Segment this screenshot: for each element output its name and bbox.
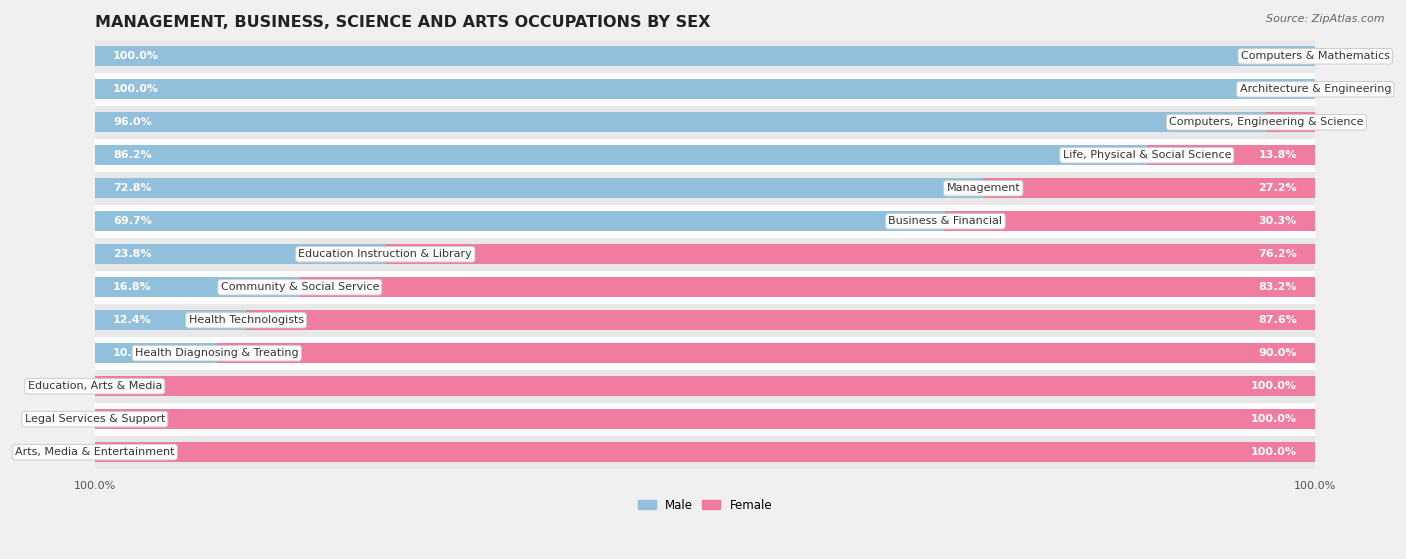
Bar: [94, 40, 1315, 73]
Text: 27.2%: 27.2%: [1258, 183, 1296, 193]
Bar: [94, 112, 1267, 132]
Bar: [945, 211, 1315, 231]
Text: 76.2%: 76.2%: [1258, 249, 1296, 259]
Text: 30.3%: 30.3%: [1258, 216, 1296, 226]
Text: Health Diagnosing & Treating: Health Diagnosing & Treating: [135, 348, 298, 358]
Text: Computers & Mathematics: Computers & Mathematics: [1241, 51, 1389, 61]
Text: 100.0%: 100.0%: [1251, 381, 1296, 391]
Bar: [94, 106, 1315, 139]
Bar: [94, 343, 217, 363]
Bar: [94, 409, 1315, 429]
Legend: Male, Female: Male, Female: [633, 494, 778, 517]
Text: Source: ZipAtlas.com: Source: ZipAtlas.com: [1267, 14, 1385, 24]
Bar: [94, 211, 945, 231]
Text: Health Technologists: Health Technologists: [188, 315, 304, 325]
Bar: [94, 73, 1315, 106]
Text: Community & Social Service: Community & Social Service: [221, 282, 380, 292]
Text: 69.7%: 69.7%: [112, 216, 152, 226]
Text: 96.0%: 96.0%: [112, 117, 152, 127]
Bar: [94, 310, 246, 330]
Text: Computers, Engineering & Science: Computers, Engineering & Science: [1170, 117, 1364, 127]
Bar: [1147, 145, 1315, 165]
Text: 12.4%: 12.4%: [112, 315, 152, 325]
Text: 90.0%: 90.0%: [1258, 348, 1296, 358]
Text: Life, Physical & Social Science: Life, Physical & Social Science: [1063, 150, 1232, 160]
Bar: [94, 238, 1315, 271]
Text: Arts, Media & Entertainment: Arts, Media & Entertainment: [15, 447, 174, 457]
Text: 72.8%: 72.8%: [112, 183, 152, 193]
Text: 0.0%: 0.0%: [98, 381, 127, 391]
Bar: [246, 310, 1315, 330]
Text: 0.0%: 0.0%: [98, 447, 127, 457]
Bar: [94, 139, 1315, 172]
Bar: [94, 304, 1315, 337]
Text: 83.2%: 83.2%: [1258, 282, 1296, 292]
Bar: [94, 369, 1315, 402]
Text: 100.0%: 100.0%: [1251, 414, 1296, 424]
Bar: [94, 145, 1147, 165]
Text: Architecture & Engineering: Architecture & Engineering: [1240, 84, 1391, 94]
Text: 13.8%: 13.8%: [1258, 150, 1296, 160]
Bar: [94, 205, 1315, 238]
Bar: [94, 244, 385, 264]
Bar: [385, 244, 1315, 264]
Bar: [94, 271, 1315, 304]
Bar: [217, 343, 1315, 363]
Bar: [94, 435, 1315, 468]
Bar: [94, 277, 299, 297]
Bar: [299, 277, 1315, 297]
Bar: [94, 402, 1315, 435]
Text: Education Instruction & Library: Education Instruction & Library: [298, 249, 472, 259]
Text: 10.0%: 10.0%: [112, 348, 152, 358]
Text: Management: Management: [946, 183, 1021, 193]
Bar: [94, 376, 1315, 396]
Text: 16.8%: 16.8%: [112, 282, 152, 292]
Bar: [94, 46, 1315, 67]
Bar: [94, 79, 1315, 100]
Text: 0.0%: 0.0%: [98, 414, 127, 424]
Text: Education, Arts & Media: Education, Arts & Media: [28, 381, 162, 391]
Bar: [94, 178, 983, 198]
Text: 0.0%: 0.0%: [1284, 51, 1312, 61]
Bar: [1267, 112, 1315, 132]
Text: 100.0%: 100.0%: [112, 84, 159, 94]
Text: Legal Services & Support: Legal Services & Support: [24, 414, 165, 424]
Text: 100.0%: 100.0%: [1251, 447, 1296, 457]
Text: 0.0%: 0.0%: [1284, 84, 1312, 94]
Text: Business & Financial: Business & Financial: [889, 216, 1002, 226]
Bar: [94, 172, 1315, 205]
Bar: [94, 337, 1315, 369]
Text: 4.0%: 4.0%: [1322, 117, 1350, 127]
Text: 100.0%: 100.0%: [112, 51, 159, 61]
Bar: [94, 442, 1315, 462]
Text: 86.2%: 86.2%: [112, 150, 152, 160]
Text: 87.6%: 87.6%: [1258, 315, 1296, 325]
Text: 23.8%: 23.8%: [112, 249, 152, 259]
Text: MANAGEMENT, BUSINESS, SCIENCE AND ARTS OCCUPATIONS BY SEX: MANAGEMENT, BUSINESS, SCIENCE AND ARTS O…: [94, 15, 710, 30]
Bar: [983, 178, 1315, 198]
